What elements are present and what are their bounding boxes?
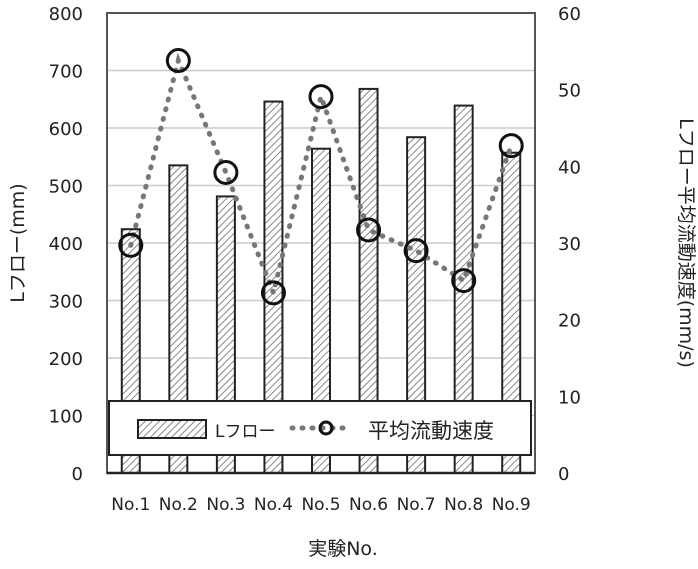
y-tick-label: 600: [49, 119, 83, 140]
x-tick-label: No.2: [159, 495, 198, 515]
y-tick-label: 300: [49, 292, 83, 313]
x-tick-label: No.5: [301, 495, 340, 515]
y-tick-label: 700: [49, 62, 83, 83]
y2-tick-label: 50: [558, 81, 581, 102]
x-tick-label: No.7: [397, 495, 436, 515]
x-tick-label: No.1: [111, 495, 150, 515]
y-tick-label: 100: [49, 407, 83, 428]
y-tick-label: 0: [72, 464, 83, 485]
data-point: [260, 280, 286, 306]
data-point: [356, 217, 382, 243]
legend-line-label: 平均流動速度: [368, 419, 494, 443]
x-axis-title: 実験No.: [308, 538, 378, 560]
data-point: [403, 238, 429, 264]
y-tick-label: 800: [49, 4, 83, 25]
y2-tick-label: 60: [558, 4, 581, 25]
data-point: [165, 48, 191, 74]
y2-tick-label: 0: [558, 464, 569, 485]
x-tick-label: No.3: [206, 495, 245, 515]
y-tick-label: 200: [49, 349, 83, 370]
data-point: [213, 159, 239, 185]
y-tick-label: 400: [49, 234, 83, 255]
x-tick-label: No.4: [254, 495, 293, 515]
legend: Lフロー 平均流動速度: [108, 400, 532, 456]
y-axis-title: Lフロー(mm): [7, 183, 29, 302]
y2-axis-title: Lフロー平均流動速度(mm/s): [675, 118, 697, 368]
data-point: [498, 133, 524, 159]
data-point: [308, 84, 334, 110]
legend-bar-label: Lフロー: [215, 422, 275, 442]
x-tick-label: No.9: [492, 495, 531, 515]
y-tick-label: 500: [49, 177, 83, 198]
data-point: [451, 268, 477, 294]
x-tick-label: No.6: [349, 495, 388, 515]
y2-tick-label: 20: [558, 311, 581, 332]
legend-bar-swatch: [137, 419, 207, 439]
data-point: [118, 232, 144, 258]
y2-tick-label: 30: [558, 234, 581, 255]
y2-tick-label: 40: [558, 157, 581, 178]
y2-tick-label: 10: [558, 387, 581, 408]
legend-line-marker: [318, 420, 334, 436]
series-line: [128, 52, 514, 302]
x-tick-label: No.8: [444, 495, 483, 515]
